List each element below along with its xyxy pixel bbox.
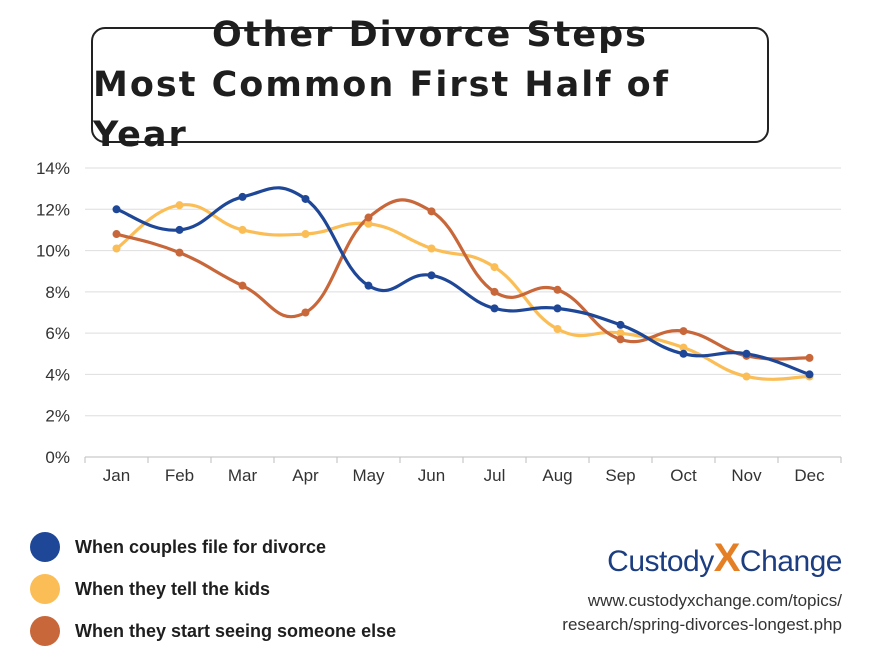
y-tick-label: 0% [45,448,70,467]
data-point-s1-apr [301,230,310,239]
legend-swatch-dating [30,616,60,646]
chart-title-line-1: Other Divorce Steps [212,15,648,55]
legend-label-file: When couples file for divorce [75,536,327,557]
x-tick-label: Aug [542,466,572,485]
data-point-s1-may [364,219,373,228]
data-point-s0-nov [742,349,751,358]
x-tick-label: Sep [605,466,635,485]
data-point-s0-apr [301,194,310,203]
legend-swatch-kids [30,574,60,604]
logo-text-custody: Custody [607,545,714,578]
data-point-s1-jan [112,244,121,253]
chart-title-line-2: Most Common First Half of Year [93,65,670,155]
series-line-0 [114,186,812,377]
x-tick-label: Apr [292,466,319,485]
data-point-s0-oct [679,349,688,358]
logo-x-mark: X [713,536,741,580]
data-point-s1-jun [427,244,436,253]
legend-swatch-file [30,532,60,562]
data-point-s0-sep [616,320,625,329]
x-tick-label: Feb [165,466,194,485]
data-point-s2-jul [490,287,499,296]
x-tick-label: Jul [484,466,506,485]
data-point-s1-mar [238,225,247,234]
data-point-s0-jan [112,205,121,214]
y-tick-label: 12% [36,200,70,219]
source-url: www.custodyxchange.com/topics/ research/… [562,589,842,637]
data-point-s2-apr [301,308,310,317]
data-point-s2-feb [175,248,184,257]
data-point-s1-feb [175,201,184,210]
y-tick-label: 2% [45,407,70,426]
data-point-s2-jun [427,207,436,216]
data-point-s0-jun [427,271,436,280]
data-point-s1-jul [490,263,499,272]
data-point-s1-sep [616,329,625,338]
x-tick-label: Jun [418,466,445,485]
x-tick-label: Dec [794,466,825,485]
data-point-s2-sep [616,335,625,344]
legend-label-kids: When they tell the kids [75,578,271,599]
data-point-s0-feb [175,225,184,234]
y-tick-label: 10% [36,242,70,261]
data-point-s2-aug [553,285,562,294]
legend-label-dating: When they start seeing someone else [75,620,397,641]
x-tick-label: Oct [670,466,697,485]
data-point-s0-may [364,281,373,290]
y-tick-label: 14% [36,159,70,178]
data-point-s0-jul [490,304,499,313]
data-point-s0-aug [553,304,562,313]
x-tick-label: May [352,466,385,485]
chart-title-box: Other Divorce Steps Most Common First Ha… [91,15,769,155]
data-point-s2-mar [238,281,247,290]
y-tick-label: 4% [45,365,70,384]
logo-text-change: Change [739,545,843,578]
source-url-line-1: www.custodyxchange.com/topics/ [587,591,842,610]
legend-item-dating: When they start seeing someone else [30,610,396,652]
y-tick-label: 8% [45,283,70,302]
source-url-line-2: research/spring-divorces-longest.php [562,615,842,634]
data-point-s2-jan [112,230,121,239]
data-point-s1-aug [553,325,562,334]
data-point-s2-dec [805,353,814,362]
chart-legend: When couples file for divorce When they … [30,526,396,652]
legend-item-file: When couples file for divorce [30,526,396,568]
data-point-s2-may [364,213,373,222]
x-tick-label: Jan [103,466,130,485]
x-tick-label: Nov [731,466,762,485]
data-point-s1-nov [742,372,751,381]
x-tick-label: Mar [228,466,258,485]
data-point-s2-oct [679,327,688,336]
data-point-s0-dec [805,370,814,379]
data-point-s0-mar [238,192,247,201]
data-point-s1-oct [679,343,688,352]
y-tick-label: 6% [45,324,70,343]
custodyxchange-logo: CustodyXChange [607,538,843,579]
legend-item-kids: When they tell the kids [30,568,396,610]
series-line-2 [114,198,812,361]
